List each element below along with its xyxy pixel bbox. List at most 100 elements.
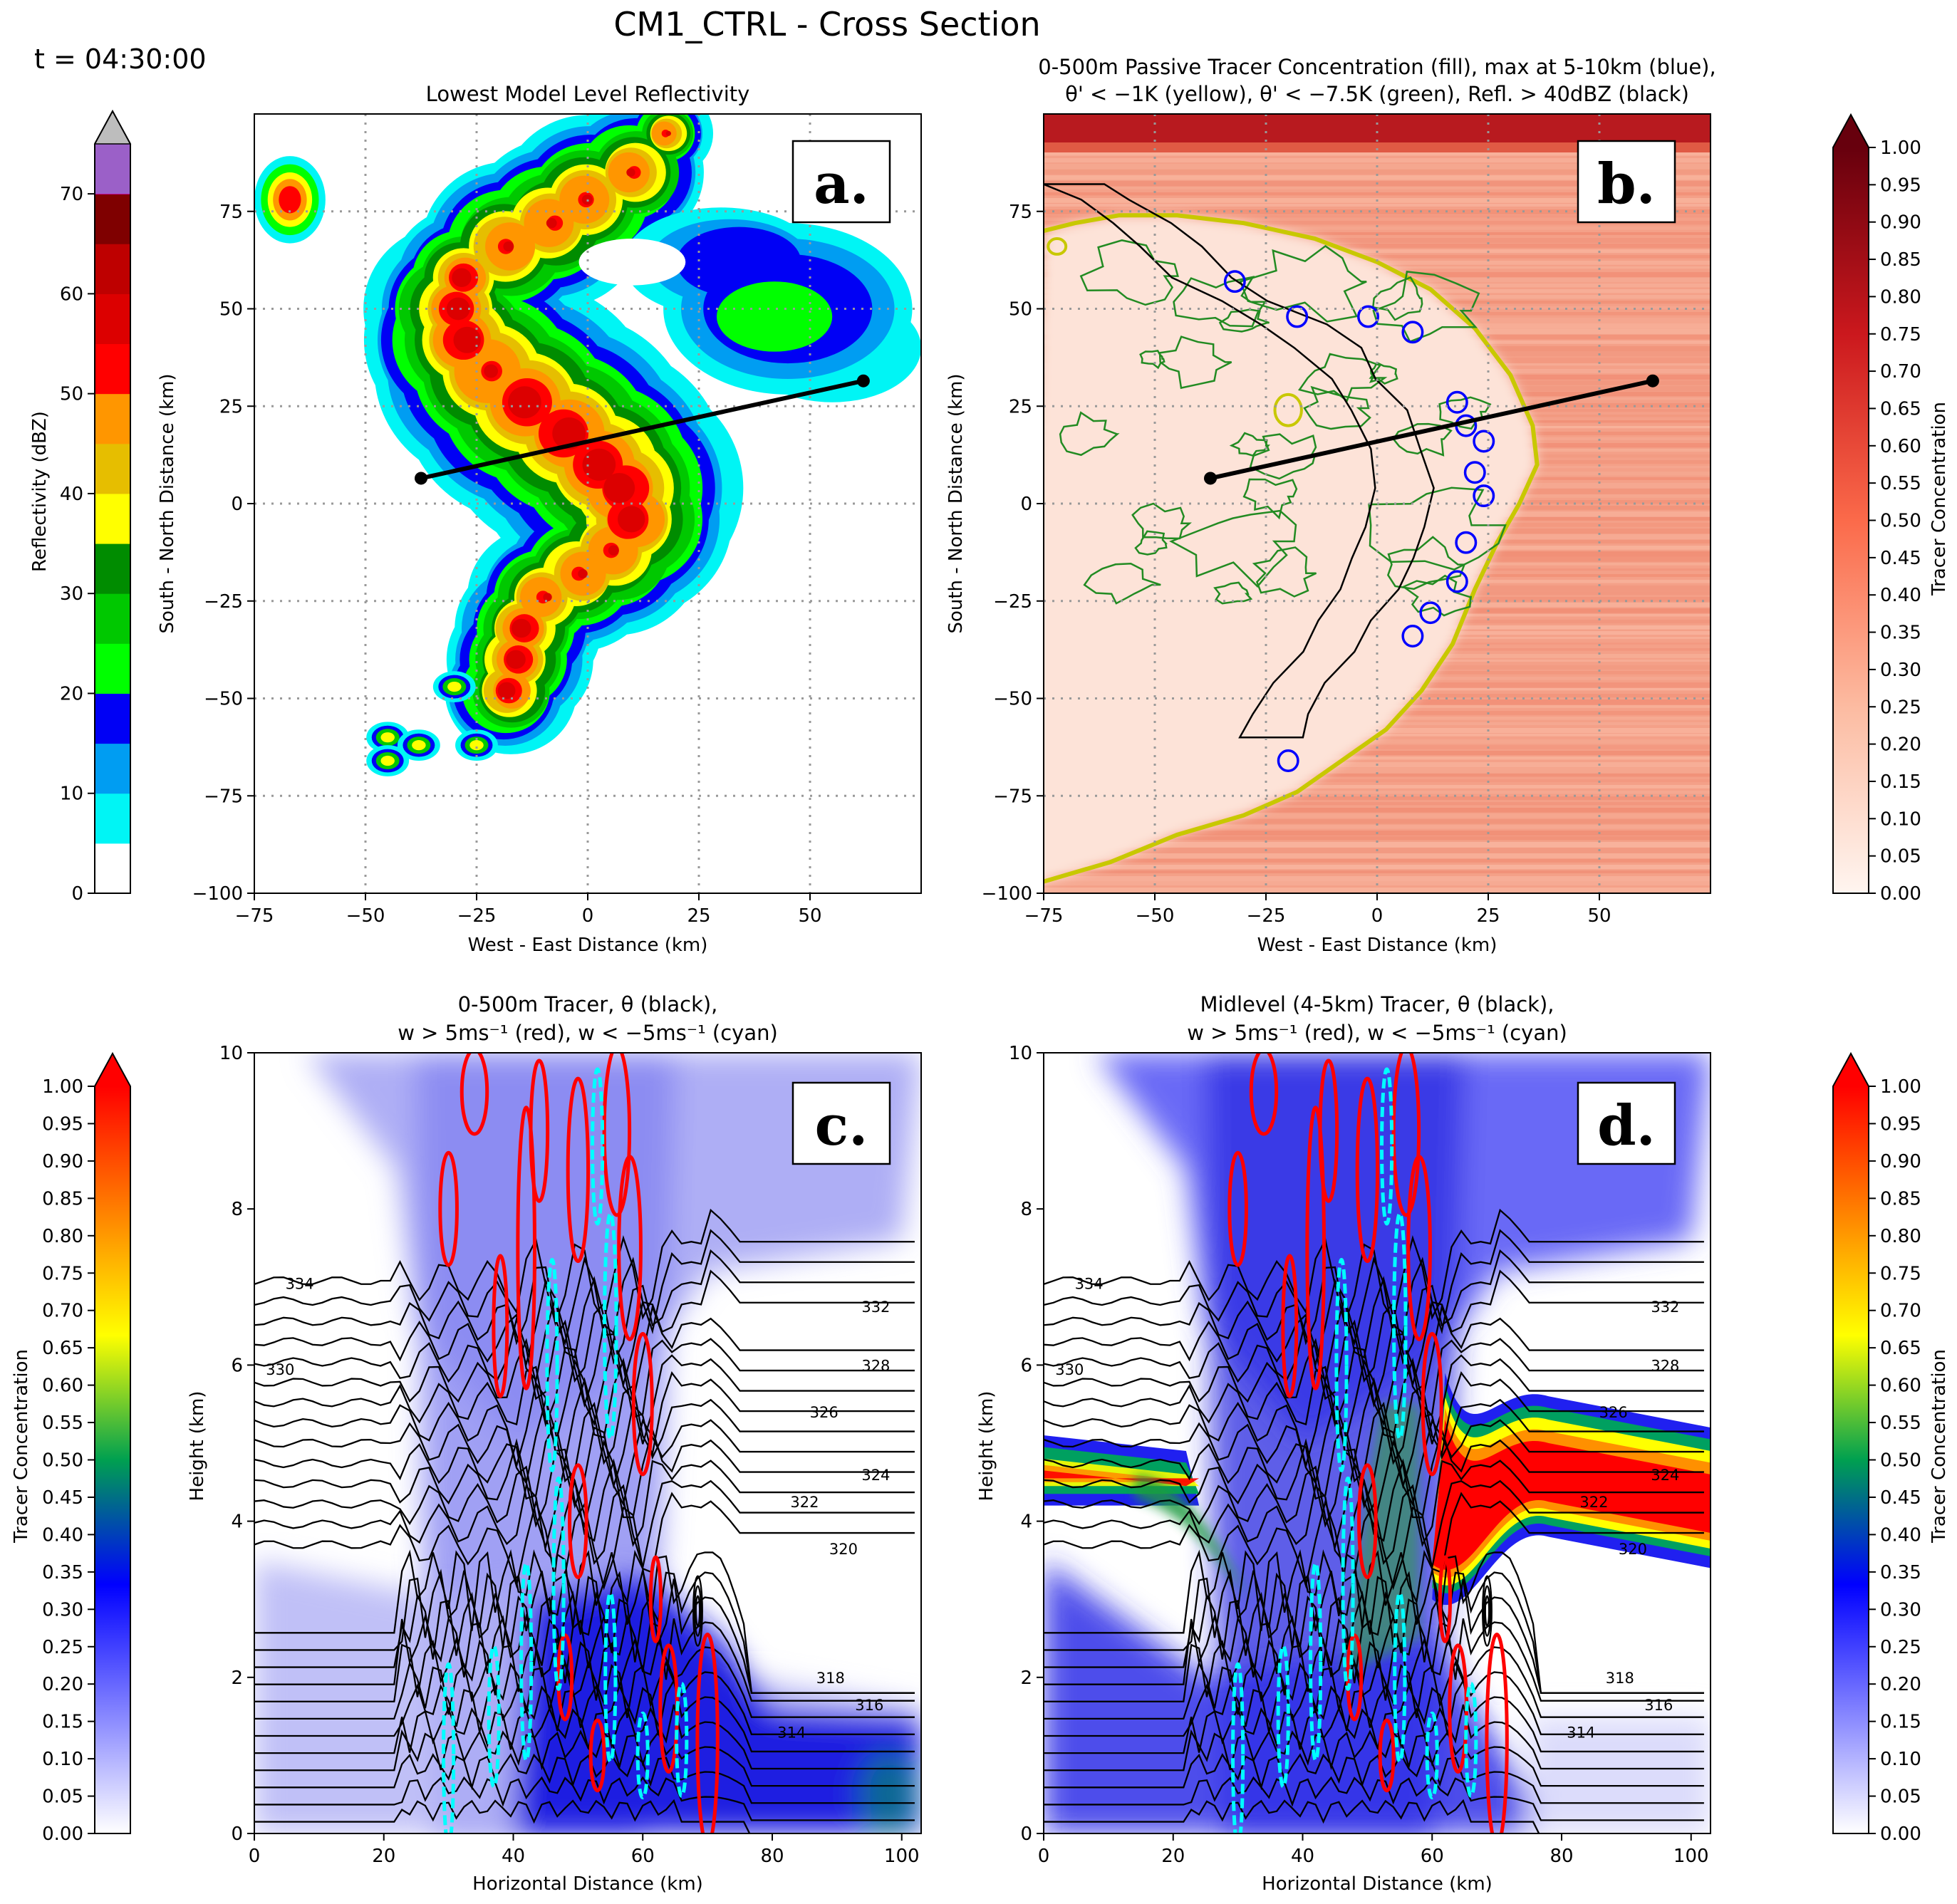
colorbar-tick-label: 0.75 bbox=[1880, 1263, 1921, 1284]
theta-label: 324 bbox=[861, 1467, 890, 1484]
theta-contour bbox=[1044, 1269, 1704, 1388]
panel-b-title-line1: 0-500m Passive Tracer Concentration (fil… bbox=[1038, 55, 1715, 79]
theta-contour bbox=[254, 1478, 915, 1568]
y-tick-label: 75 bbox=[219, 202, 243, 223]
green-contour bbox=[1158, 335, 1232, 390]
green-contour bbox=[1059, 411, 1120, 457]
colorbar-tick-label: 0.35 bbox=[1880, 1562, 1921, 1583]
colorbar-tick-label: 0.80 bbox=[1880, 286, 1921, 308]
updraft-contour bbox=[1485, 1633, 1509, 1833]
theta-contour bbox=[1044, 1304, 1704, 1408]
colorbar-tick-label: 0.45 bbox=[1880, 1487, 1921, 1509]
small-cell bbox=[366, 745, 410, 776]
y-tick-label: 25 bbox=[1009, 396, 1032, 417]
colorbar-tick-label: 0.55 bbox=[1880, 1413, 1921, 1434]
x-tick-label: 60 bbox=[1421, 1846, 1444, 1867]
x-tick-label: −50 bbox=[346, 905, 385, 927]
colorbar-extend-arrow bbox=[93, 110, 132, 145]
x-tick-label: 100 bbox=[1673, 1846, 1709, 1867]
colorbar-tick-label: 0.10 bbox=[1880, 1749, 1921, 1770]
colorbar-tick-label: 0.05 bbox=[42, 1786, 83, 1808]
green-contour bbox=[1169, 509, 1297, 588]
theta-contour bbox=[1044, 1249, 1704, 1368]
colorbar-segment bbox=[95, 194, 130, 244]
theta-label: 328 bbox=[861, 1357, 890, 1374]
theta-contour bbox=[254, 1269, 915, 1388]
cross-section-start bbox=[1204, 472, 1217, 485]
colorbar-tick-label: 0.60 bbox=[42, 1375, 83, 1397]
updraft-contour bbox=[1305, 1106, 1326, 1390]
colorbar-segment bbox=[95, 293, 130, 345]
green-contour bbox=[1242, 478, 1298, 520]
blue-contour bbox=[1445, 570, 1468, 593]
theta-contour bbox=[254, 1354, 915, 1448]
panel-d-xlabel: Horizontal Distance (km) bbox=[1262, 1873, 1493, 1895]
theta-contour bbox=[254, 1613, 915, 1702]
clear-slot bbox=[578, 239, 686, 286]
colorbar-tick-label: 0.95 bbox=[1880, 175, 1921, 196]
x-tick-label: 0 bbox=[249, 1846, 261, 1867]
panel-c-title-line2: w > 5ms⁻¹ (red), w < −5ms⁻¹ (cyan) bbox=[398, 1021, 778, 1045]
x-tick-label: 80 bbox=[1549, 1846, 1573, 1867]
cross-section-end bbox=[856, 374, 870, 387]
panel-d-title-line2: w > 5ms⁻¹ (red), w < −5ms⁻¹ (cyan) bbox=[1187, 1021, 1567, 1045]
theta-contour bbox=[1044, 1678, 1704, 1753]
updraft-contour bbox=[1391, 1053, 1421, 1217]
updraft-contour bbox=[568, 1463, 588, 1580]
reflectivity-band bbox=[446, 130, 671, 699]
green-contour bbox=[1229, 432, 1270, 457]
colorbar-tick-label: 0.05 bbox=[1880, 846, 1921, 868]
updraft-contour bbox=[602, 1053, 632, 1217]
colorbar-tick-label: 0.20 bbox=[1880, 1674, 1921, 1695]
colorbar-tick-label: 0.45 bbox=[42, 1487, 83, 1509]
y-tick-label: −25 bbox=[993, 591, 1032, 613]
theta-label: 324 bbox=[1651, 1467, 1679, 1484]
svg-text:c.: c. bbox=[815, 1093, 868, 1158]
colorbar-tick-label: 1.00 bbox=[1880, 137, 1921, 159]
downdraft-contour bbox=[1276, 1644, 1290, 1789]
colorbar-tick-label: 0.65 bbox=[1880, 398, 1921, 420]
theta-label: 314 bbox=[777, 1724, 806, 1742]
colorbar-tick-label: 0.55 bbox=[42, 1413, 83, 1434]
colorbar-tick-label: 0.10 bbox=[42, 1749, 83, 1770]
colorbar-segment bbox=[95, 793, 130, 844]
panel-d-ylabel: Height (km) bbox=[976, 1391, 997, 1502]
theta-contour bbox=[254, 1660, 915, 1735]
y-tick-label: −100 bbox=[192, 883, 243, 905]
downdraft-contour bbox=[675, 1682, 689, 1798]
theta-label: 314 bbox=[1567, 1724, 1595, 1742]
x-tick-label: −50 bbox=[1136, 905, 1175, 927]
y-tick-label: −50 bbox=[204, 689, 243, 710]
colorbar-tick-label: 0.50 bbox=[1880, 1450, 1921, 1472]
theta-label: 326 bbox=[810, 1404, 839, 1421]
colorbar-segment bbox=[95, 343, 130, 395]
colorbar-tick-label: 0.45 bbox=[1880, 548, 1921, 569]
y-tick-label: 2 bbox=[1020, 1668, 1032, 1689]
theta-contour bbox=[254, 1397, 915, 1489]
theta-contour bbox=[254, 1229, 915, 1346]
blue-contour bbox=[1445, 390, 1468, 414]
green-contour bbox=[1303, 385, 1371, 430]
updraft-contour bbox=[1355, 1076, 1380, 1264]
downdraft-contour bbox=[551, 1476, 566, 1691]
y-tick-label: 10 bbox=[219, 1043, 243, 1064]
green-contour bbox=[1218, 308, 1270, 333]
blue-contour bbox=[1357, 305, 1379, 328]
y-tick-label: 50 bbox=[1009, 299, 1032, 321]
y-tick-label: −75 bbox=[204, 786, 243, 807]
colorbar-tick-label: 70 bbox=[60, 184, 83, 205]
colorbar-tick-label: 0.30 bbox=[1880, 660, 1921, 681]
colorbar-tick-label: 0.40 bbox=[1880, 1524, 1921, 1546]
colorbar-segment bbox=[95, 244, 130, 294]
theta-contour bbox=[1044, 1776, 1704, 1821]
updraft-contour bbox=[648, 1555, 663, 1643]
colorbar-tick-label: 0.15 bbox=[1880, 1712, 1921, 1733]
colorbar-segment bbox=[95, 493, 130, 544]
x-tick-label: 80 bbox=[760, 1846, 784, 1867]
theta-contour bbox=[254, 1249, 915, 1368]
colorbar-segment bbox=[95, 593, 130, 644]
theta-contour bbox=[693, 1585, 702, 1637]
theta-contour bbox=[254, 1729, 915, 1787]
colorbar-segment bbox=[95, 693, 130, 744]
